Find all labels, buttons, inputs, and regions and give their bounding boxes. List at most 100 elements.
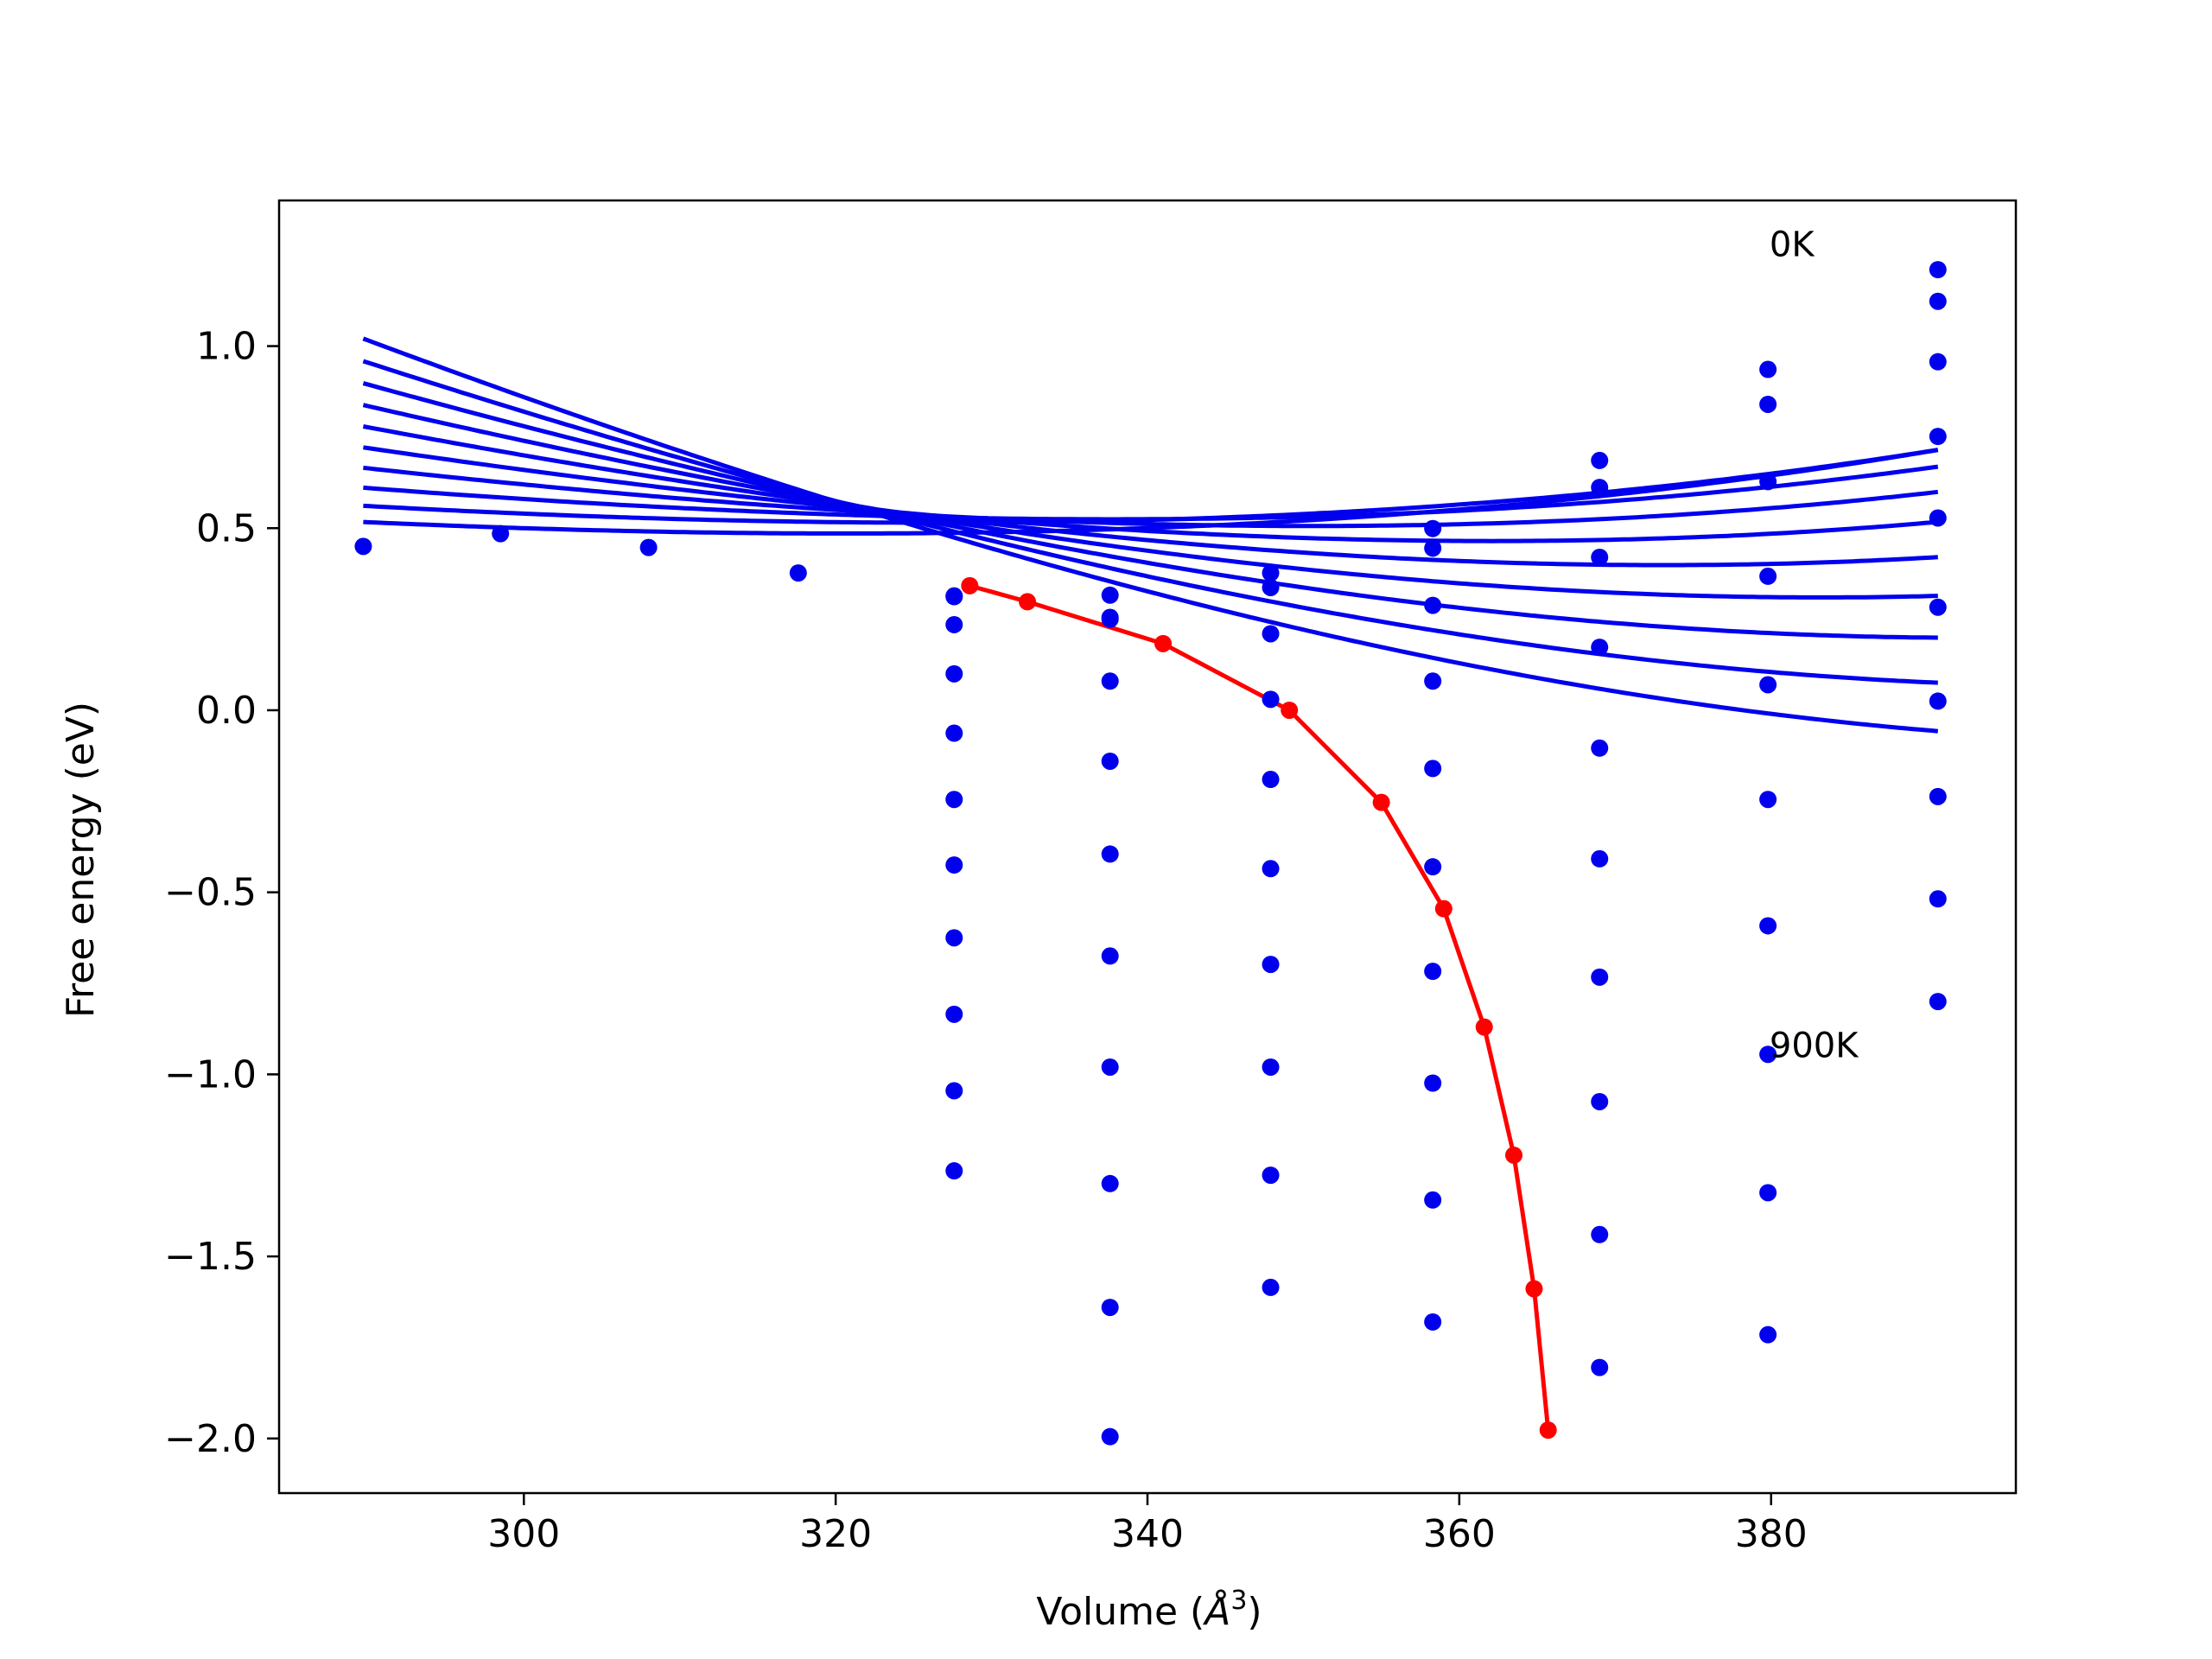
fit-curve-500K [362,424,1938,568]
annotations: 0K 900K [1770,226,1859,1066]
data-point-0K-6 [1929,261,1947,279]
data-point-200K-3 [1424,596,1442,614]
fit-curve-700K [362,381,1938,640]
minimum-point-7 [1505,1146,1523,1164]
x-axis-label-text: Volume ( [1036,1590,1205,1634]
data-point-100K-6 [1929,292,1947,310]
data-point-900K-4 [1591,1358,1609,1376]
data-point-extra-1 [1101,1427,1119,1446]
minimum-point-0 [961,576,979,594]
data-point-500K-2 [1262,860,1280,878]
data-point-left-0 [354,537,372,556]
minimum-point-4 [1372,793,1390,811]
minima-line [961,576,1557,1440]
annotation-0K: 0K [1770,226,1815,265]
fit-curve-300K [363,465,1939,529]
data-point-700K-0 [945,929,963,947]
data-point-500K-3 [1424,858,1442,876]
minimum-point-5 [1434,899,1452,918]
data-point-300K-4 [1591,639,1609,657]
data-point-left-2 [639,538,658,556]
minimum-point-8 [1525,1280,1543,1298]
data-point-0K-5 [1759,360,1777,378]
y-tick-label-1: 0.5 [196,506,257,550]
data-point-500K-6 [1929,598,1947,616]
data-point-500K-0 [945,791,963,809]
minimum-point-1 [1019,593,1037,611]
data-point-300K-0 [945,664,963,683]
y-tick-label-3: −0.5 [164,871,257,915]
data-point-200K-2 [1262,625,1280,643]
data-point-900K-6 [1929,993,1947,1011]
data-point-300K-5 [1759,567,1777,585]
data-point-400K-3 [1424,760,1442,778]
minima-path [969,583,1551,1431]
x-axis-ticks: 300 320 340 360 380 [487,1493,1808,1556]
data-point-0K-3 [1424,519,1442,537]
data-point-800K-5 [1759,1184,1777,1202]
data-point-500K-5 [1759,791,1777,809]
y-tick-label-5: −1.5 [164,1235,257,1279]
data-point-800K-4 [1591,1225,1609,1243]
data-point-300K-2 [1262,690,1280,709]
data-point-400K-1 [1101,752,1119,770]
y-tick-label-2: 0.0 [196,689,257,733]
data-point-300K-3 [1424,672,1442,690]
minimum-point-9 [1539,1421,1557,1440]
data-point-100K-0 [945,588,963,606]
data-point-200K-1 [1101,610,1119,628]
data-point-100K-4 [1591,479,1609,497]
data-point-400K-6 [1929,509,1947,527]
fit-curves [362,336,1939,734]
y-axis-label: Free energy (eV) [59,702,103,1018]
data-point-800K-2 [1262,1166,1280,1185]
data-point-700K-2 [1262,1058,1280,1076]
fit-curve-900K [362,336,1939,734]
data-point-200K-5 [1759,473,1777,491]
x-axis-label-exponent: 3 [1230,1586,1247,1616]
y-tick-label-4: −1.0 [164,1052,257,1096]
data-point-900K-2 [1262,1278,1280,1296]
data-point-700K-6 [1929,787,1947,805]
data-point-600K-3 [1424,963,1442,981]
fit-curve-400K [363,445,1939,543]
data-point-400K-2 [1262,771,1280,789]
data-point-800K-0 [945,1005,963,1023]
x-tick-label-300: 300 [487,1512,560,1556]
data-point-400K-5 [1759,676,1777,694]
data-point-300K-6 [1929,428,1947,446]
data-point-900K-3 [1424,1313,1442,1331]
data-point-600K-6 [1929,692,1947,710]
data-point-500K-4 [1591,849,1609,868]
y-tick-label-0: 1.0 [196,325,257,369]
data-point-300K-1 [1101,672,1119,690]
data-point-800K-1 [1101,1174,1119,1192]
data-points [354,261,1947,1446]
data-point-900K-0 [945,1082,963,1100]
data-point-0K-2 [1262,564,1280,582]
data-point-left-3 [789,564,807,582]
data-point-400K-0 [945,724,963,742]
data-point-600K-0 [945,856,963,874]
data-point-900K-5 [1759,1325,1777,1344]
data-point-900K-1 [1101,1299,1119,1317]
fit-curve-0K [363,448,1939,536]
data-point-600K-1 [1101,947,1119,965]
fit-curve-600K [362,403,1938,600]
minimum-point-3 [1281,701,1299,719]
data-point-100K-2 [1262,578,1280,596]
data-point-100K-3 [1424,539,1442,557]
data-point-0K-1 [1101,586,1119,604]
data-point-0K-4 [1591,451,1609,469]
data-point-600K-2 [1262,956,1280,974]
x-tick-label-320: 320 [799,1512,872,1556]
data-point-left-1 [492,524,510,543]
data-point-200K-6 [1929,353,1947,371]
data-point-800K-6 [1929,890,1947,908]
data-point-800K-3 [1424,1191,1442,1209]
data-point-600K-5 [1759,917,1777,935]
data-point-700K-5 [1759,1046,1777,1064]
data-point-600K-4 [1591,968,1609,986]
data-point-700K-1 [1101,1058,1119,1076]
